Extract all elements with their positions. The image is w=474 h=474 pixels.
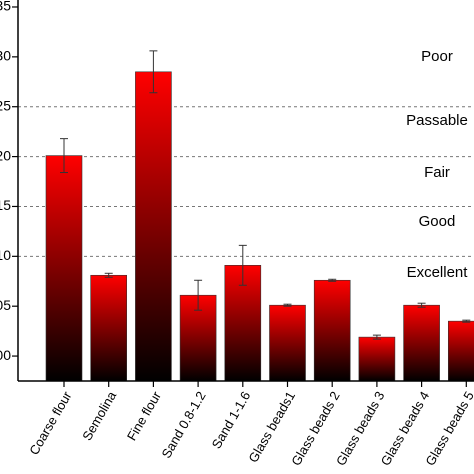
y-tick-label: 1,25 <box>0 97 11 113</box>
zone-label: Passable <box>406 112 468 129</box>
y-tick-label: 1,20 <box>0 147 11 163</box>
x-tick-label: Sand 1-1.6 <box>209 389 254 452</box>
x-tick-label: Fine flour <box>124 388 164 443</box>
bar <box>90 274 127 382</box>
y-tick-label: 1,15 <box>0 197 11 213</box>
bar <box>313 279 351 382</box>
y-tick-label: 1,35 <box>0 0 11 14</box>
bar <box>135 71 172 382</box>
bar <box>403 304 440 382</box>
zone-label: Excellent <box>407 264 469 281</box>
x-tick-label: Semolina <box>79 388 119 443</box>
zone-label: Poor <box>421 48 453 65</box>
y-tick-label: 1,05 <box>0 297 11 313</box>
y-tick-label: 1,00 <box>0 347 11 363</box>
bar <box>358 336 396 382</box>
x-tick-label: Coarse flour <box>26 388 75 457</box>
x-tick-label: Glass beads 5 <box>422 389 474 468</box>
y-tick-label: 1,10 <box>0 247 11 263</box>
bar <box>45 155 83 382</box>
zone-label: Fair <box>424 164 450 181</box>
bar <box>269 304 306 382</box>
bar <box>447 320 474 382</box>
x-tick-label: Glass beads1 <box>245 389 298 465</box>
x-tick-label: Sand 0.8-1.2 <box>158 389 208 461</box>
zone-label: Good <box>419 213 456 230</box>
y-tick-label: 1,30 <box>0 48 11 64</box>
